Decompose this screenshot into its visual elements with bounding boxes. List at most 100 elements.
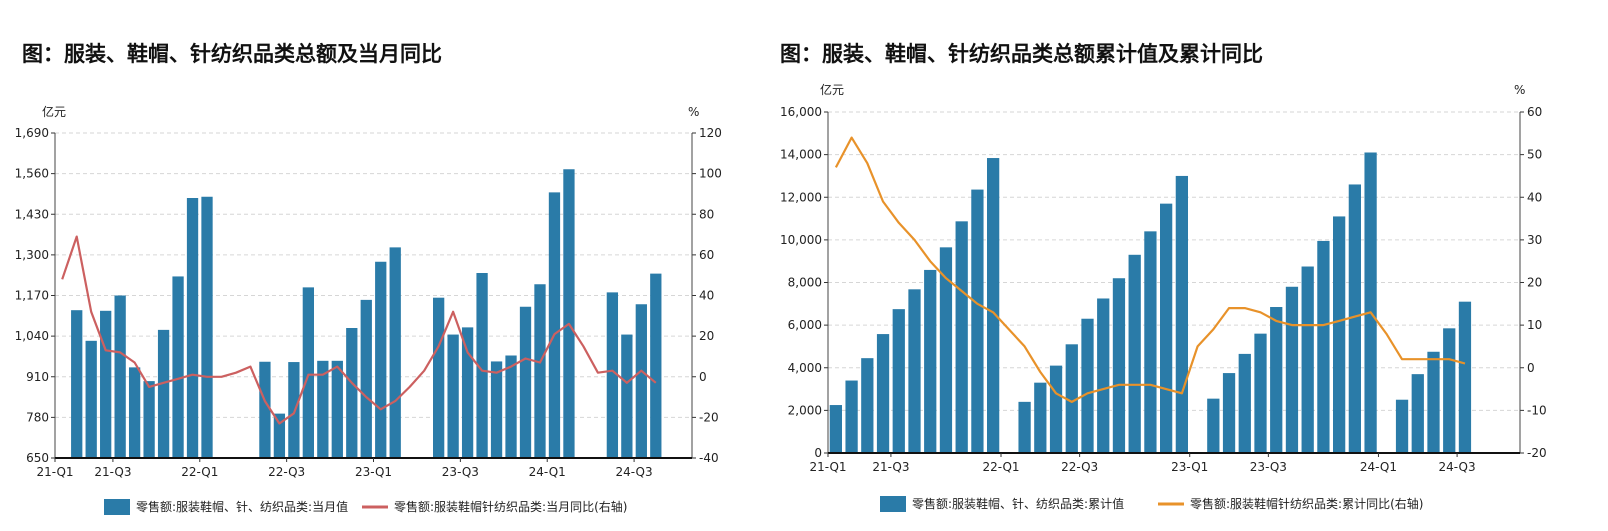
- bar: [447, 334, 459, 458]
- bar: [829, 405, 842, 453]
- x-tick-label: 22-Q1: [982, 460, 1019, 474]
- y2-tick-label: 20: [699, 329, 714, 343]
- bar: [1112, 278, 1126, 453]
- legend-line-label: 零售额:服装鞋帽针纺织品类:当月同比(右轴): [394, 499, 627, 514]
- left-chart-svg: 650 -40 780 -20 910 0 1,040 20 1,170 40 1,300 60 1,4…: [15, 104, 722, 515]
- bar: [650, 273, 662, 458]
- bar: [433, 297, 445, 458]
- bar: [128, 367, 141, 458]
- bar: [288, 362, 300, 458]
- bar: [490, 361, 503, 458]
- y-tick-label: 10,000: [780, 233, 822, 247]
- x-tick-label: 21-Q1: [36, 465, 73, 479]
- bar: [186, 198, 199, 458]
- bar: [85, 340, 97, 458]
- y-tick-label: 780: [26, 410, 49, 424]
- bar: [461, 327, 474, 458]
- x-tick-label: 23-Q1: [355, 465, 392, 479]
- y2-tick-label: 120: [699, 126, 722, 140]
- bar: [172, 276, 184, 458]
- bar: [1427, 351, 1440, 453]
- bar: [71, 310, 83, 458]
- bar: [1301, 266, 1314, 453]
- bar: [100, 310, 112, 458]
- y-tick-label: 1,560: [15, 167, 49, 181]
- bar: [114, 295, 126, 458]
- y2-tick-label: 80: [699, 207, 714, 221]
- y-tick-label: 12,000: [780, 190, 822, 204]
- x-tick-label: 23-Q3: [1250, 460, 1287, 474]
- y2-tick-label: -40: [699, 451, 719, 465]
- bar: [971, 189, 984, 453]
- y2-tick-label: 100: [699, 167, 722, 181]
- bar: [375, 261, 387, 458]
- bar: [1348, 184, 1361, 453]
- y2-tick-label: -20: [1527, 446, 1547, 460]
- y-tick-label: 14,000: [780, 148, 822, 162]
- bar: [876, 334, 890, 453]
- bar: [1364, 152, 1377, 453]
- y2-tick-label: 40: [699, 289, 714, 303]
- bar: [1254, 333, 1267, 453]
- y-tick-label: 2,000: [788, 403, 822, 417]
- bar: [143, 381, 155, 458]
- bar: [1034, 382, 1047, 453]
- bar: [606, 292, 619, 458]
- legend-line-label: 零售额:服装鞋帽针纺织品类:累计同比(右轴): [1190, 496, 1423, 511]
- x-tick-label: 21-Q3: [872, 460, 909, 474]
- y-tick-label: 8,000: [788, 276, 822, 290]
- x-tick-label: 22-Q1: [181, 465, 218, 479]
- bar: [273, 413, 286, 458]
- bar: [1081, 318, 1094, 453]
- bar: [302, 287, 314, 458]
- bar: [1317, 240, 1330, 453]
- y2-tick-label: 20: [1527, 276, 1542, 290]
- y-tick-label: 1,430: [15, 207, 49, 221]
- y-tick-label: 16,000: [780, 105, 822, 119]
- bar: [939, 247, 953, 453]
- y2-tick-label: -10: [1527, 403, 1547, 417]
- y2-tick-label: 60: [1527, 105, 1542, 119]
- y-tick-label: 1,040: [15, 329, 49, 343]
- bar: [201, 196, 213, 458]
- series-line: [61, 235, 657, 425]
- bar: [1443, 328, 1456, 453]
- bar: [563, 169, 575, 458]
- y-tick-label: 4,000: [788, 361, 822, 375]
- bar: [534, 284, 546, 458]
- bar: [861, 358, 874, 453]
- y2-tick-label: 40: [1527, 190, 1542, 204]
- legend-bar-label: 零售额:服装鞋帽、针、纺织品类:累计值: [912, 496, 1124, 511]
- bar: [1411, 374, 1424, 453]
- x-tick-label: 23-Q1: [1171, 460, 1208, 474]
- x-tick-label: 22-Q3: [268, 465, 305, 479]
- y2-tick-label: 0: [1527, 361, 1535, 375]
- legend-bar-label: 零售额:服装鞋帽、针、纺织品类:当月值: [136, 499, 348, 514]
- y2-tick-label: 60: [699, 248, 714, 262]
- bar: [1018, 401, 1031, 453]
- y-tick-label: 650: [26, 451, 49, 465]
- legend-bar-swatch: [104, 499, 130, 515]
- bar: [519, 306, 532, 458]
- left-chart-title: 图：服装、鞋帽、针纺织品类总额及当月同比: [22, 42, 442, 66]
- bar: [1144, 231, 1157, 453]
- bar: [1065, 344, 1078, 453]
- x-tick-label: 23-Q3: [442, 465, 479, 479]
- bar: [1207, 398, 1220, 453]
- y-tick-label: 1,170: [15, 289, 49, 303]
- bar: [389, 247, 401, 458]
- y-tick-label: 6,000: [788, 318, 822, 332]
- series-line: [834, 136, 1466, 403]
- x-tick-label: 24-Q3: [1439, 460, 1476, 474]
- bar: [892, 309, 905, 453]
- y2-tick-label: 10: [1527, 318, 1542, 332]
- bar: [635, 304, 647, 458]
- bar: [908, 289, 921, 453]
- x-tick-label: 22-Q3: [1061, 460, 1098, 474]
- y2-tick-label: 0: [699, 370, 707, 384]
- bar: [1160, 203, 1173, 453]
- bar: [1270, 307, 1283, 453]
- bar: [346, 328, 358, 458]
- y2-tick-label: -20: [699, 410, 719, 424]
- bar: [1458, 301, 1472, 453]
